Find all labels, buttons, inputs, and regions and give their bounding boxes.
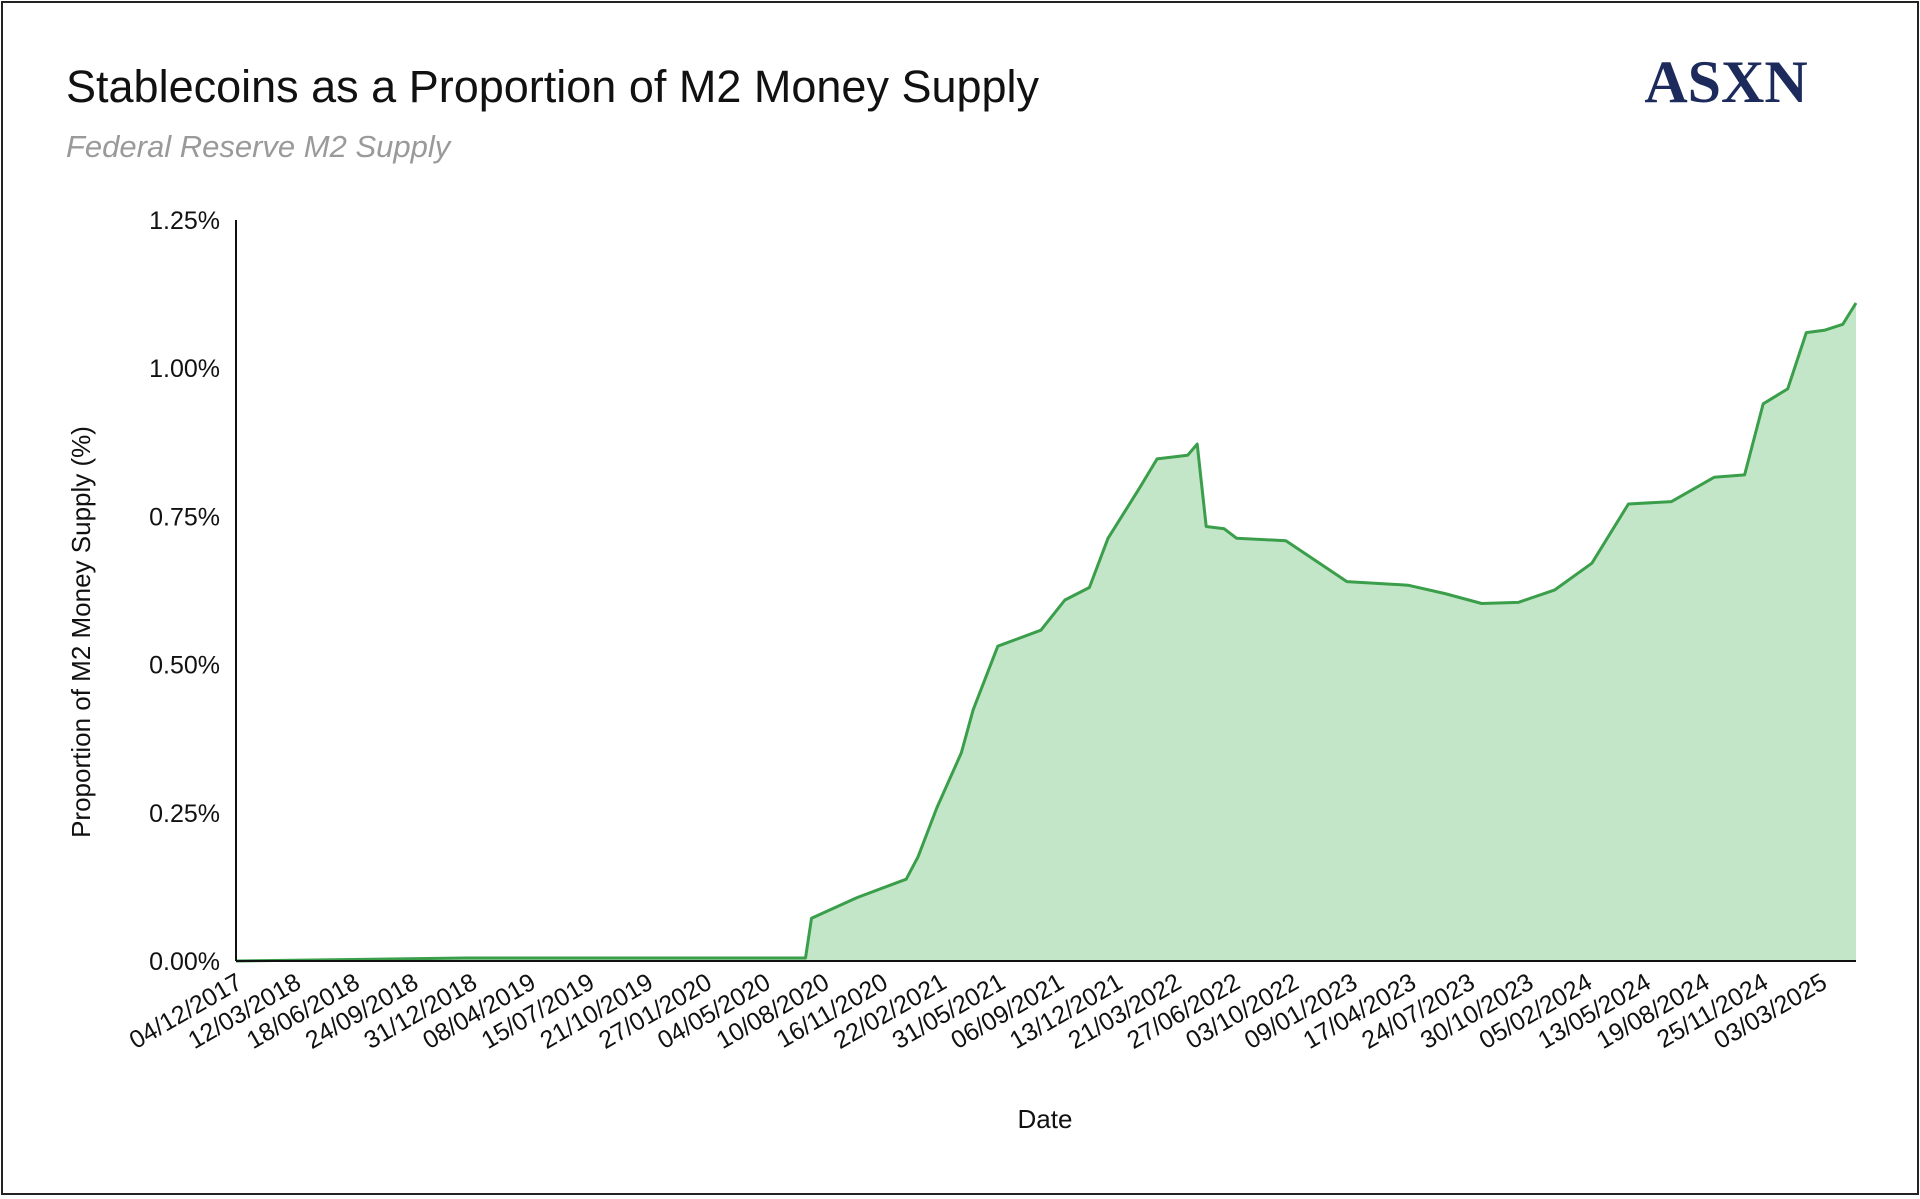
area-fill (236, 303, 1856, 961)
logo: ASXN (1644, 49, 1807, 115)
chart-subtitle: Federal Reserve M2 Supply (66, 129, 453, 164)
y-tick-label: 0.50% (149, 652, 220, 680)
y-tick-label: 0.25% (149, 800, 220, 828)
y-tick-label: 0.75% (149, 503, 220, 531)
area-line (235, 302, 1858, 963)
y-tick-label: 1.25% (149, 207, 220, 235)
y-tick-label: 0.00% (149, 948, 220, 976)
y-axis-label: Proportion of M2 Money Supply (%) (66, 426, 96, 838)
chart-title: Stablecoins as a Proportion of M2 Money … (66, 61, 1040, 112)
y-tick-label: 1.00% (149, 355, 220, 383)
x-axis-label: Date (1018, 1104, 1073, 1134)
